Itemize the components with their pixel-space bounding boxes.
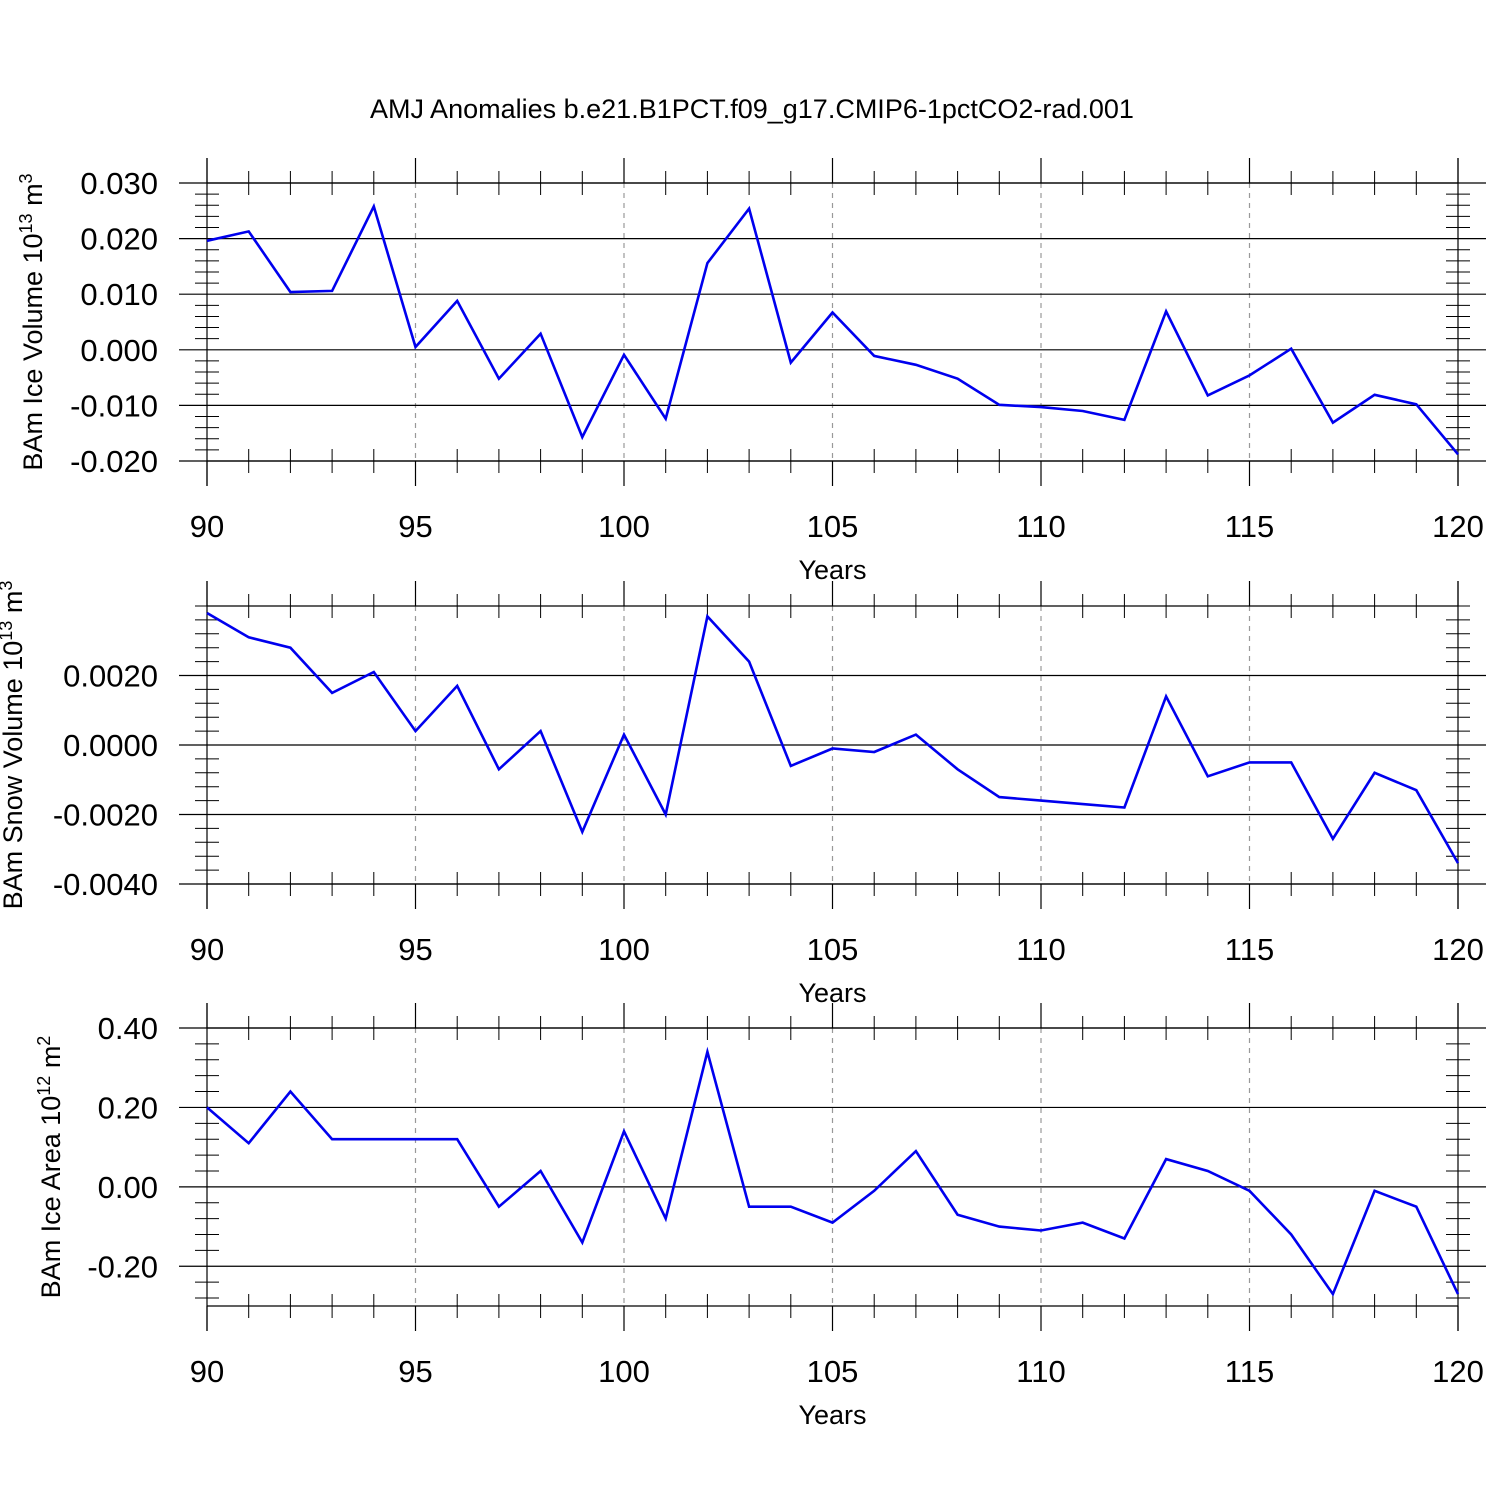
series-line: [206, 1046, 1460, 1297]
y-axis-label: BAm Ice Volume 1013 m3: [16, 173, 48, 470]
x-tick-label: 90: [190, 1354, 224, 1389]
x-tick-label: 110: [1016, 932, 1065, 967]
x-tick-label: 120: [1432, 1354, 1484, 1389]
y-tick-label: 0.40: [98, 1011, 158, 1046]
x-tick-label: 95: [398, 509, 432, 544]
x-tick-label: 120: [1432, 932, 1484, 967]
x-tick-label: 95: [398, 932, 432, 967]
y-axis-label: BAm Snow Volume 1013 m3: [0, 581, 28, 910]
series-line: [206, 202, 1459, 456]
chart-panel-2: -0.0040 -0.0020 0.0000 0.0020 90 95 100 105 110 1…: [0, 581, 1486, 1008]
x-tick-label: 105: [807, 509, 859, 544]
y-tick-label: 0.000: [80, 333, 158, 368]
chart-panels: -0.020 -0.010 0.000 0.010 0.020 0.030 90 95 100 1…: [0, 158, 1486, 1430]
x-tick-label: 100: [598, 932, 650, 967]
y-tick-label: 0.020: [80, 222, 158, 257]
y-tick-label: -0.010: [70, 388, 158, 423]
x-tick-label: 100: [598, 509, 650, 544]
x-tick-label: 110: [1016, 1354, 1065, 1389]
chart-panel-3: -0.20 0.00 0.20 0.40 90 95 100 105 110 115 120 Year…: [34, 1003, 1486, 1430]
y-tick-label: -0.20: [87, 1249, 158, 1284]
y-tick-label: -0.0040: [53, 867, 158, 902]
y-tick-label: -0.020: [70, 444, 158, 479]
x-tick-label: 105: [807, 932, 859, 967]
x-tick-label: 95: [398, 1354, 432, 1389]
y-tick-label: 0.0000: [63, 728, 158, 763]
x-axis-label: Years: [798, 555, 866, 585]
y-tick-label: -0.0020: [53, 798, 158, 833]
series-line: [206, 611, 1460, 864]
x-tick-label: 90: [190, 932, 224, 967]
x-axis-label: Years: [798, 1400, 866, 1430]
chart-panel-1: -0.020 -0.010 0.000 0.010 0.020 0.030 90 95 100 1…: [16, 158, 1486, 585]
x-tick-label: 110: [1016, 509, 1065, 544]
y-tick-label: 0.20: [98, 1090, 158, 1125]
y-tick-label: 0.00: [98, 1170, 158, 1205]
x-tick-label: 115: [1225, 509, 1274, 544]
x-tick-label: 120: [1432, 509, 1484, 544]
x-tick-label: 100: [598, 1354, 650, 1389]
y-tick-label: 0.030: [80, 166, 158, 201]
x-tick-label: 115: [1225, 1354, 1274, 1389]
y-tick-label: 0.010: [80, 277, 158, 312]
x-tick-label: 90: [190, 509, 224, 544]
x-tick-label: 115: [1225, 932, 1274, 967]
x-tick-label: 105: [807, 1354, 859, 1389]
y-tick-label: 0.0020: [63, 659, 158, 694]
figure-title: AMJ Anomalies b.e21.B1PCT.f09_g17.CMIP6-…: [370, 94, 1134, 124]
y-axis-label: BAm Ice Area 1012 m2: [34, 1036, 66, 1299]
